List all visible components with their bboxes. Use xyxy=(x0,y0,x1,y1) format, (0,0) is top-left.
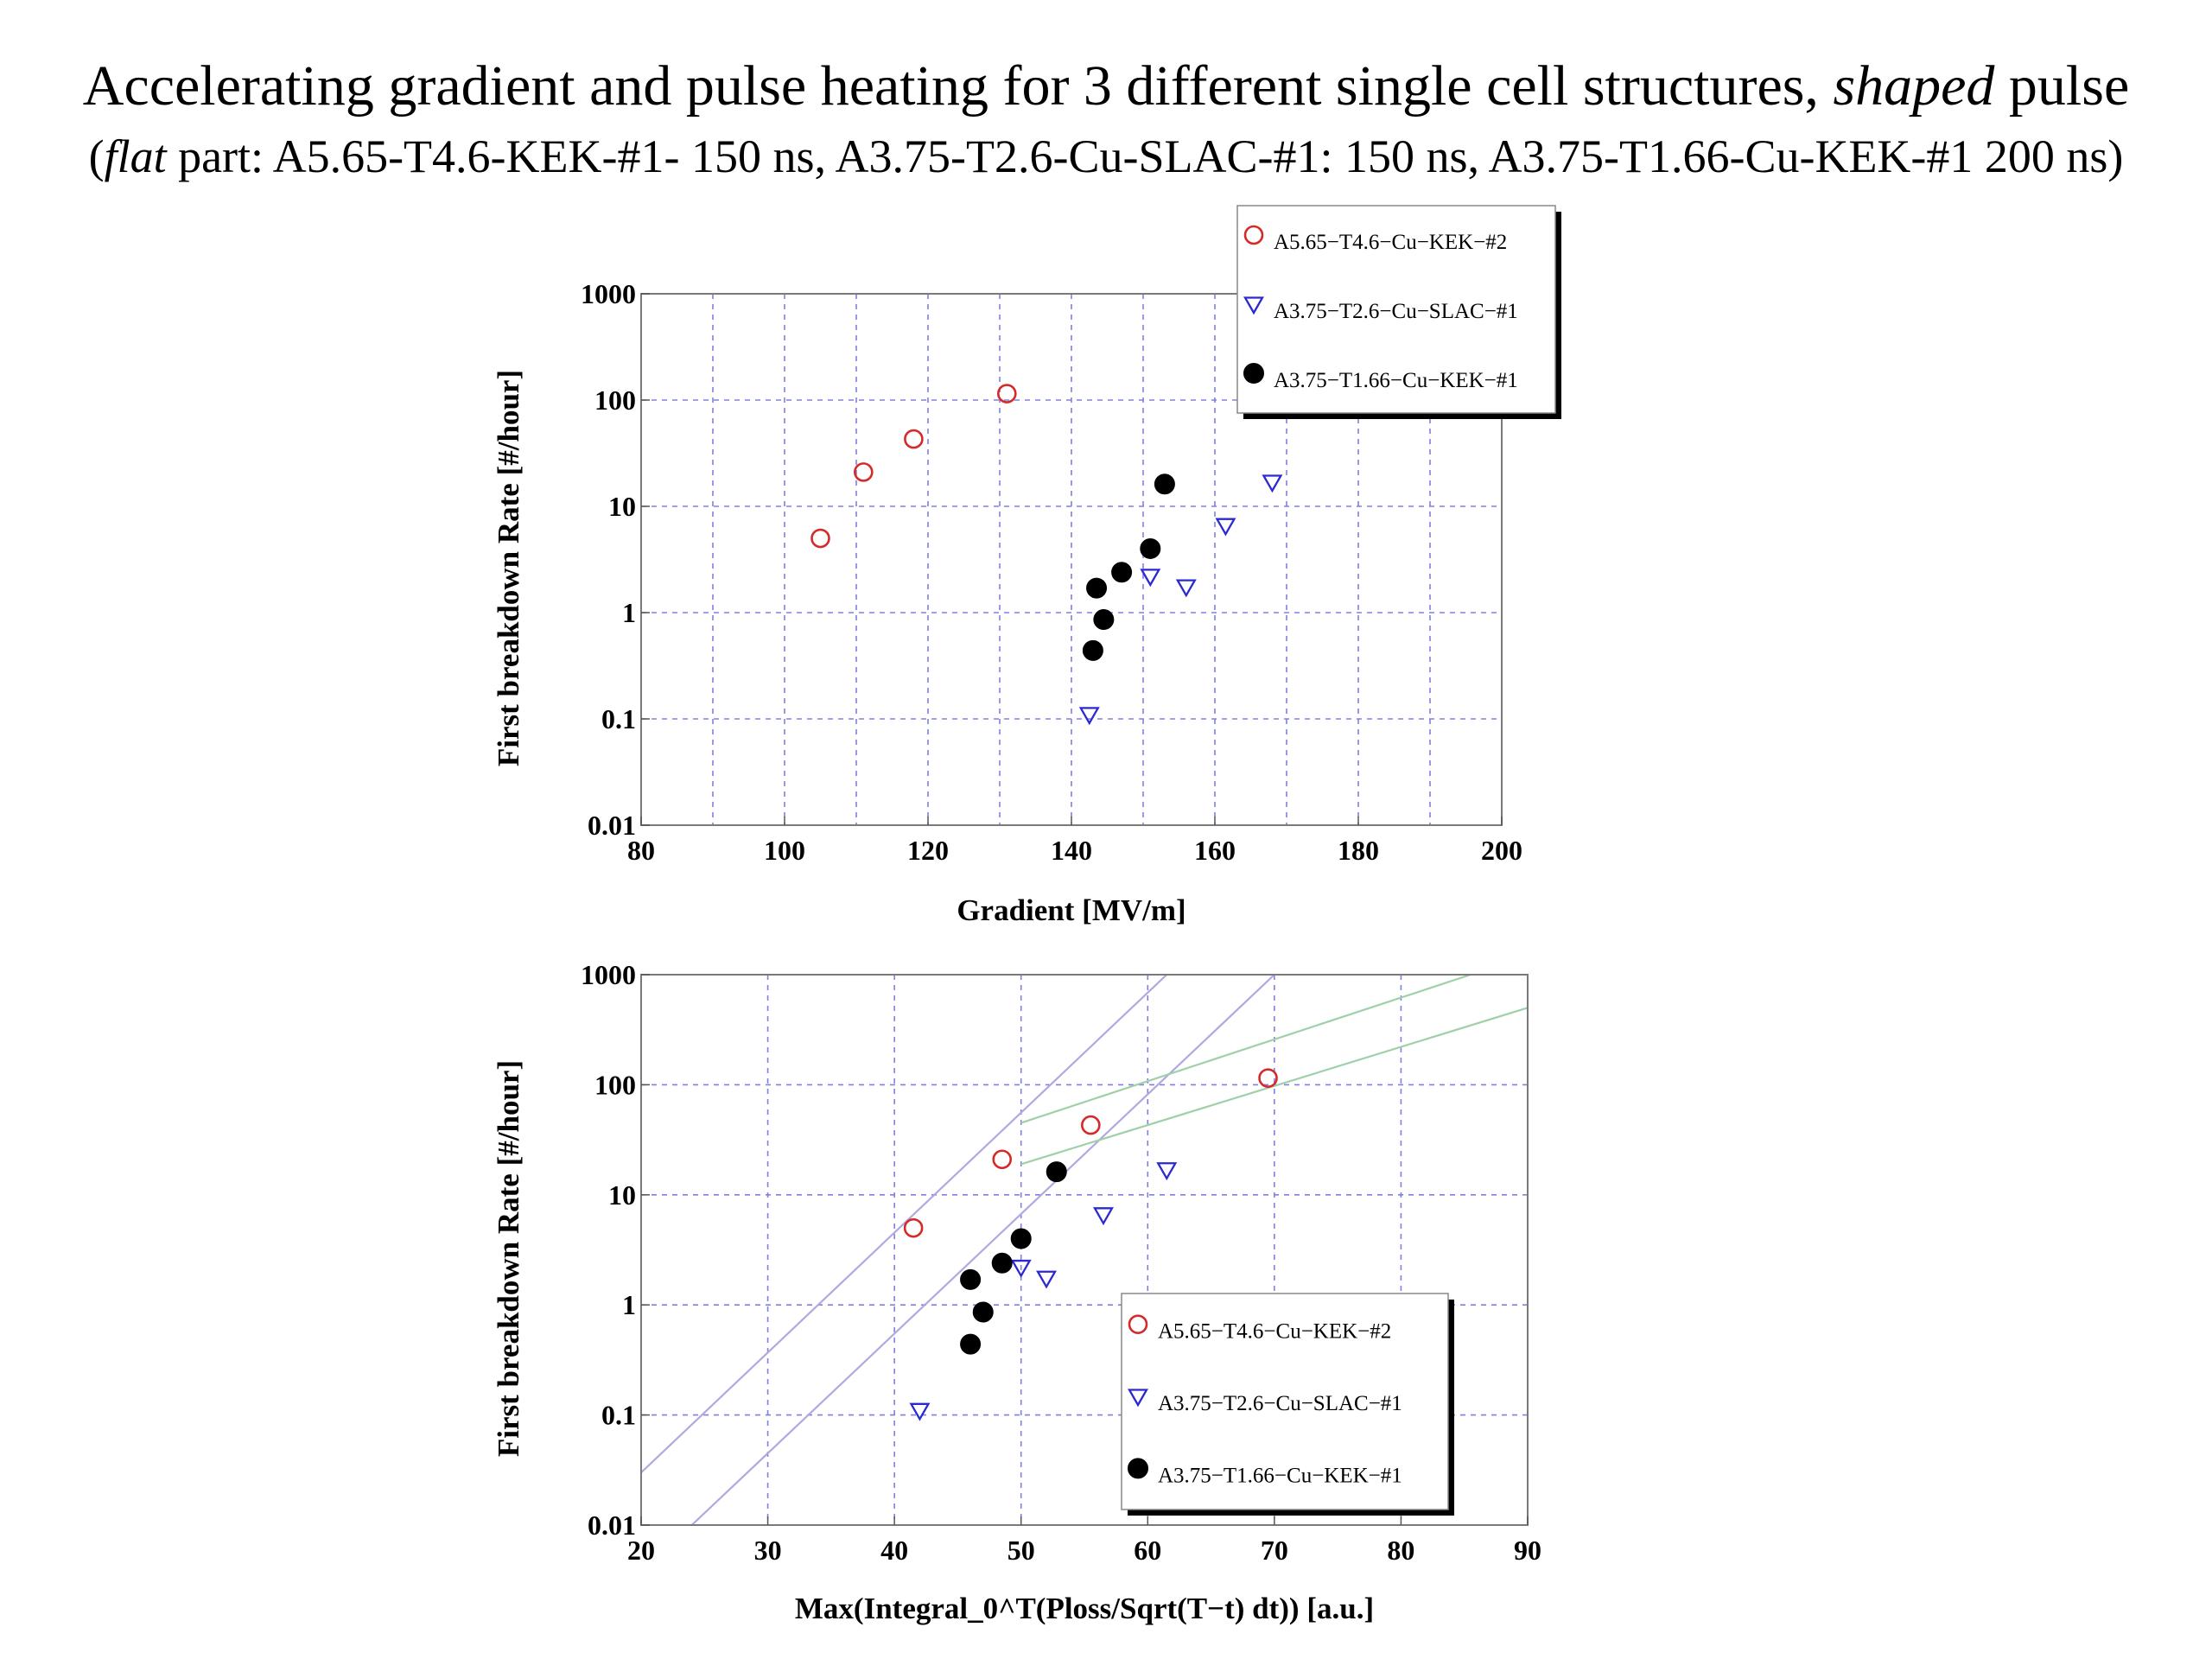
legend-marker xyxy=(1128,1458,1148,1479)
x-tick-label: 100 xyxy=(764,835,805,866)
data-point xyxy=(1036,1270,1058,1289)
data-point xyxy=(1082,639,1103,661)
legend-label: A5.65−T4.6−Cu−KEK−#2 xyxy=(1158,1320,1391,1344)
data-point xyxy=(1140,569,1161,588)
x-axis-label: Gradient [MV/m] xyxy=(957,893,1185,927)
data-point xyxy=(1140,537,1161,559)
x-tick-label: 160 xyxy=(1194,835,1236,866)
x-tick-label: 50 xyxy=(1007,1535,1035,1566)
y-tick-label: 10 xyxy=(608,1179,636,1211)
series-3 xyxy=(960,1161,1067,1355)
y-axis-label: First breakdown Rate [#/hour] xyxy=(492,1060,525,1457)
ticks: 80 100 120 140 160 180 200 0.01 0.1 1 10 100 1000 xyxy=(581,278,1522,866)
data-point xyxy=(992,1149,1013,1170)
fit-line xyxy=(1020,975,1471,1124)
data-point xyxy=(1262,474,1283,493)
x-tick-label: 80 xyxy=(1387,1535,1414,1566)
data-point xyxy=(1156,1162,1178,1181)
x-tick-label: 180 xyxy=(1338,835,1379,866)
y-tick-label: 1 xyxy=(622,597,636,628)
x-tick-label: 70 xyxy=(1261,1535,1288,1566)
legend-marker xyxy=(1128,1389,1148,1408)
data-point xyxy=(1046,1161,1067,1183)
data-point xyxy=(972,1301,994,1323)
x-axis-label: Max(Integral_0^T(Ploss/Sqrt(T−t) dt)) [a… xyxy=(795,1592,1374,1625)
y-tick-label: 10 xyxy=(608,491,636,522)
data-point xyxy=(1154,474,1175,495)
y-tick-label: 1000 xyxy=(581,959,636,990)
series-1 xyxy=(810,384,1017,549)
fit-line xyxy=(641,975,1168,1474)
data-point xyxy=(904,429,924,449)
x-tick-label: 140 xyxy=(1051,835,1092,866)
data-point xyxy=(991,1252,1013,1274)
y-tick-label: 100 xyxy=(594,1069,636,1100)
data-point xyxy=(1175,579,1197,598)
series-3 xyxy=(1082,474,1175,661)
ticks: 20 30 40 50 60 70 80 90 0.01 0.1 1 10 100 1000 xyxy=(581,959,1541,1566)
data-point xyxy=(1081,1115,1101,1135)
legend-label: A3.75−T2.6−Cu−SLAC−#1 xyxy=(1274,300,1518,323)
data-point xyxy=(1111,562,1133,583)
chart-1: 80 100 120 140 160 180 200 0.01 0.1 1 10 100 1000 Gra… xyxy=(492,205,1561,927)
plot-frame xyxy=(640,974,1529,1526)
y-tick-label: 0.01 xyxy=(588,810,636,841)
y-tick-label: 0.1 xyxy=(601,1400,636,1431)
legend-label: A3.75−T1.66−Cu−KEK−#1 xyxy=(1274,369,1518,392)
data-point xyxy=(1093,609,1115,631)
data-point xyxy=(1086,577,1108,599)
x-tick-label: 40 xyxy=(880,1535,908,1566)
y-tick-label: 1 xyxy=(622,1289,636,1320)
data-point xyxy=(1078,707,1100,726)
data-point xyxy=(903,1217,924,1238)
data-point xyxy=(853,462,874,482)
y-tick-label: 100 xyxy=(594,385,636,416)
x-tick-label: 120 xyxy=(907,835,949,866)
page-subtitle: (flat part: A5.65-T4.6-KEK-#1- 150 ns, A… xyxy=(88,130,2124,182)
legend-box xyxy=(1121,1293,1449,1510)
x-tick-label: 90 xyxy=(1514,1535,1541,1566)
y-tick-label: 0.01 xyxy=(588,1510,636,1541)
chart-2: 20 30 40 50 60 70 80 90 0.01 0.1 1 10 100 1000 Max(Int… xyxy=(492,959,1541,1625)
legend-marker xyxy=(1243,296,1264,315)
fit-line xyxy=(690,975,1275,1525)
x-tick-label: 60 xyxy=(1134,1535,1161,1566)
x-tick-label: 80 xyxy=(627,835,655,866)
legend-marker xyxy=(1128,1314,1148,1334)
legend-label: A3.75−T1.66−Cu−KEK−#1 xyxy=(1158,1464,1402,1487)
data-point xyxy=(1010,1259,1032,1278)
page-title: Accelerating gradient and pulse heating … xyxy=(82,54,2130,118)
x-tick-label: 200 xyxy=(1481,835,1522,866)
series-2 xyxy=(1078,474,1283,726)
data-point xyxy=(960,1333,982,1355)
fit-line xyxy=(1020,1007,1528,1166)
series-2 xyxy=(909,1162,1178,1421)
data-point xyxy=(1258,1068,1278,1088)
legend: A5.65−T4.6−Cu−KEK−#2 A3.75−T2.6−Cu−SLAC−#… xyxy=(1236,205,1561,419)
legend: A5.65−T4.6−Cu−KEK−#2 A3.75−T2.6−Cu−SLAC−#… xyxy=(1121,1293,1454,1516)
data-point xyxy=(1215,518,1236,537)
data-point xyxy=(997,384,1017,404)
legend-label: A5.65−T4.6−Cu−KEK−#2 xyxy=(1274,231,1507,254)
legend-marker xyxy=(1243,225,1264,245)
series-1 xyxy=(903,1068,1278,1238)
x-tick-label: 30 xyxy=(754,1535,782,1566)
data-point xyxy=(1010,1228,1032,1249)
y-tick-label: 0.1 xyxy=(601,703,636,734)
legend-box xyxy=(1236,205,1556,414)
x-tick-label: 20 xyxy=(627,1535,655,1566)
data-point xyxy=(909,1402,931,1421)
fit-lines xyxy=(641,975,1528,1525)
y-tick-label: 1000 xyxy=(581,278,636,309)
legend-label: A3.75−T2.6−Cu−SLAC−#1 xyxy=(1158,1392,1402,1415)
data-point xyxy=(960,1268,982,1290)
y-axis-label: First breakdown Rate [#/hour] xyxy=(492,370,525,766)
data-point xyxy=(810,528,830,549)
data-point xyxy=(1093,1207,1114,1226)
legend-marker xyxy=(1243,363,1264,384)
